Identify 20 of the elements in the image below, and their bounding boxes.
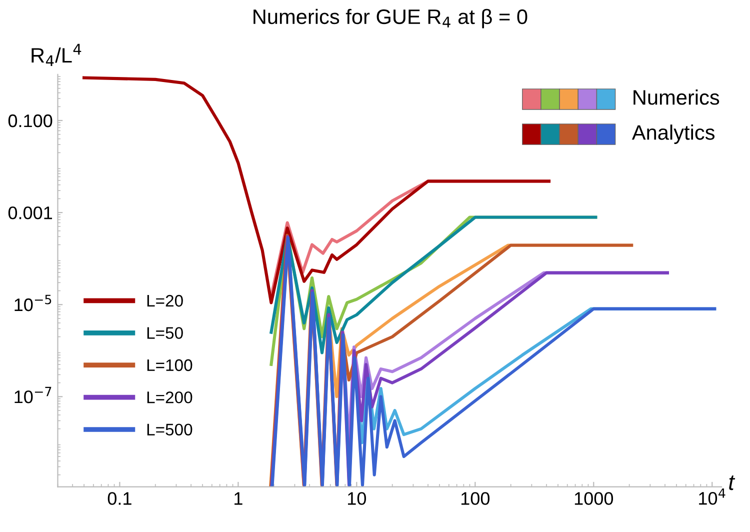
x-tick-label: 0.1 — [108, 492, 132, 505]
x-tick-label: 10$^{4}$ — [699, 488, 726, 505]
y-tick-label: 10$^{−7}$ — [14, 386, 52, 404]
y-tick-label: 0.001 — [8, 206, 52, 220]
annotation: Numerics — [634, 90, 720, 105]
x-tick-label: 1000 — [574, 492, 614, 505]
x-axis-title: t — [729, 476, 736, 490]
x-tick-label: 1 — [234, 492, 242, 505]
y-tick-label: 10$^{−5}$ — [14, 294, 52, 312]
legend-label: L=20 — [147, 294, 183, 307]
chart-title: Numerics for GUE R$_{4}$ at β = 0 — [254, 8, 528, 28]
legend-label: L=200 — [147, 391, 192, 404]
y-axis-title: R$_{4}$/L$^{4}$ — [32, 44, 82, 66]
legend-label: L=100 — [147, 359, 192, 372]
annotation: Analytics — [632, 124, 715, 144]
x-tick-label: 100 — [461, 492, 490, 505]
legend-label: L=500 — [147, 424, 192, 436]
x-tick-label: 10 — [348, 492, 366, 505]
legend-label: L=50 — [147, 327, 183, 339]
y-tick-label: 0.100 — [8, 114, 52, 128]
